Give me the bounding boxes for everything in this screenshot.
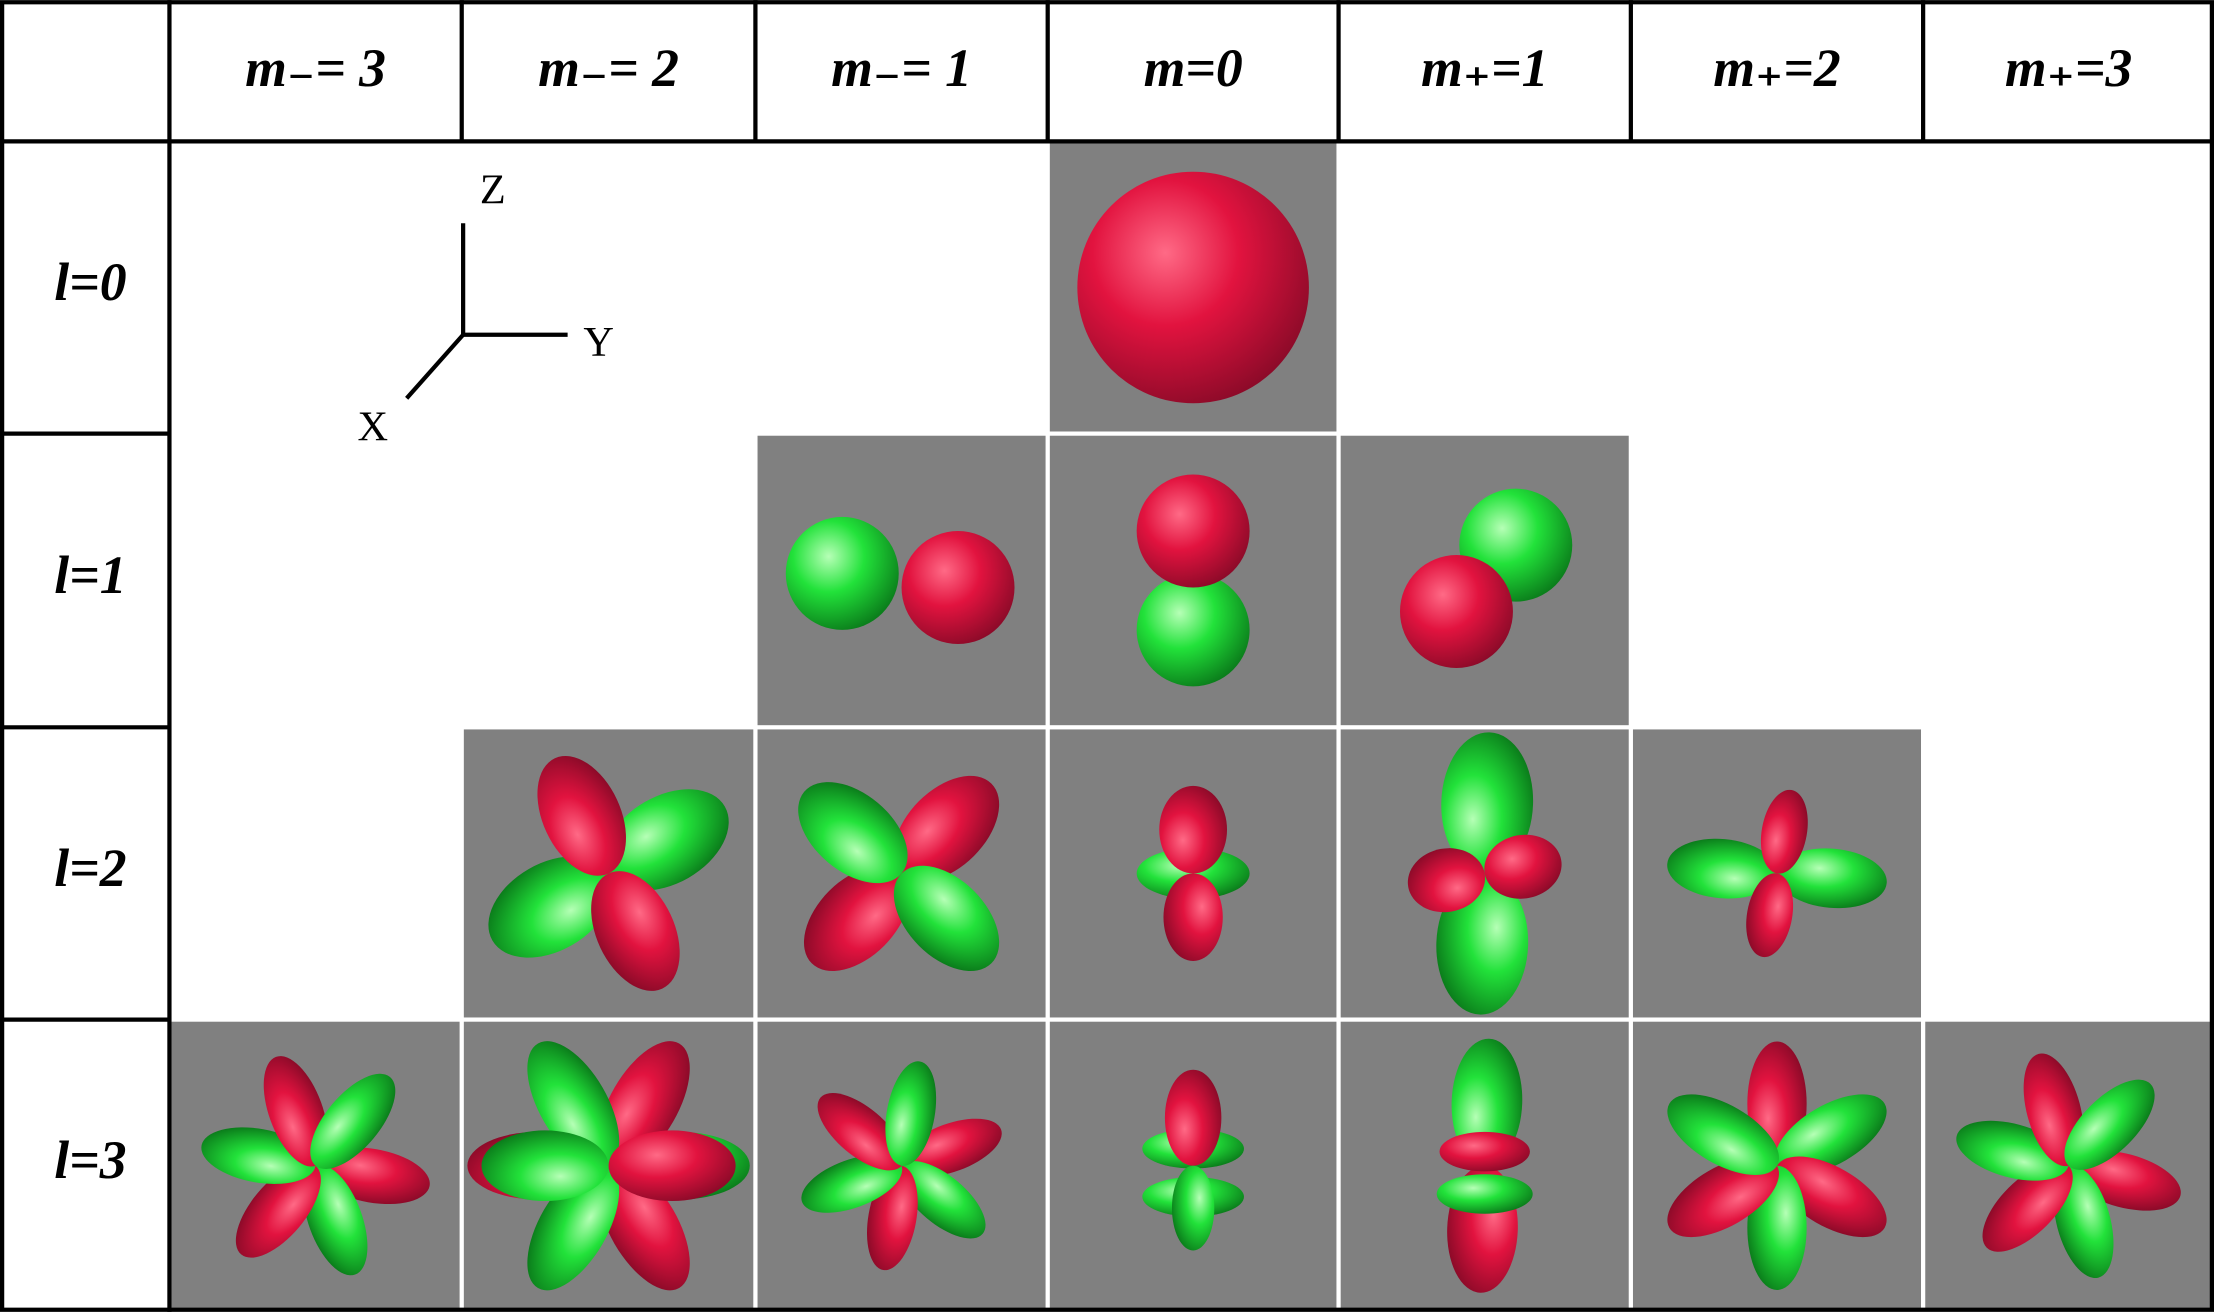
page: Z Y X m₋= 3 m₋= 2 m₋= 1 m=0 m₊=1 m₊=2 m₊=3 l=0 l…: [0, 0, 2214, 1312]
column-header: m₋= 1: [831, 38, 972, 98]
lobe: [1440, 1132, 1530, 1172]
lobe: [1437, 1174, 1533, 1214]
axis-label: Y: [583, 319, 614, 366]
row-header: l=2: [54, 838, 126, 898]
column-header: m₋= 2: [538, 38, 679, 98]
axis-label: X: [357, 404, 388, 451]
lobe: [1137, 475, 1250, 588]
column-header: m=0: [1144, 38, 1243, 98]
row-header: l=0: [54, 252, 126, 312]
lobe: [1077, 172, 1309, 404]
lobe: [1400, 555, 1513, 668]
lobe: [1137, 573, 1250, 686]
lobe: [609, 1130, 736, 1201]
column-header: m₊=1: [1421, 38, 1548, 98]
axis-label: Z: [480, 166, 506, 213]
column-header: m₊=3: [2005, 38, 2132, 98]
lobe: [1159, 786, 1227, 874]
row-header: l=3: [54, 1130, 126, 1190]
lobe: [481, 1130, 608, 1201]
orbital: [1077, 172, 1309, 404]
lobe: [1165, 1070, 1221, 1166]
column-header: m₋= 3: [245, 38, 386, 98]
lobe: [786, 517, 899, 630]
lobe: [902, 531, 1015, 644]
column-header: m₊=2: [1713, 38, 1840, 98]
orbital-table: Z Y X m₋= 3 m₋= 2 m₋= 1 m=0 m₊=1 m₊=2 m₊=3 l=0 l…: [0, 0, 2214, 1312]
row-header: l=1: [54, 545, 126, 605]
lobe: [1163, 873, 1222, 961]
lobe: [1172, 1166, 1214, 1251]
